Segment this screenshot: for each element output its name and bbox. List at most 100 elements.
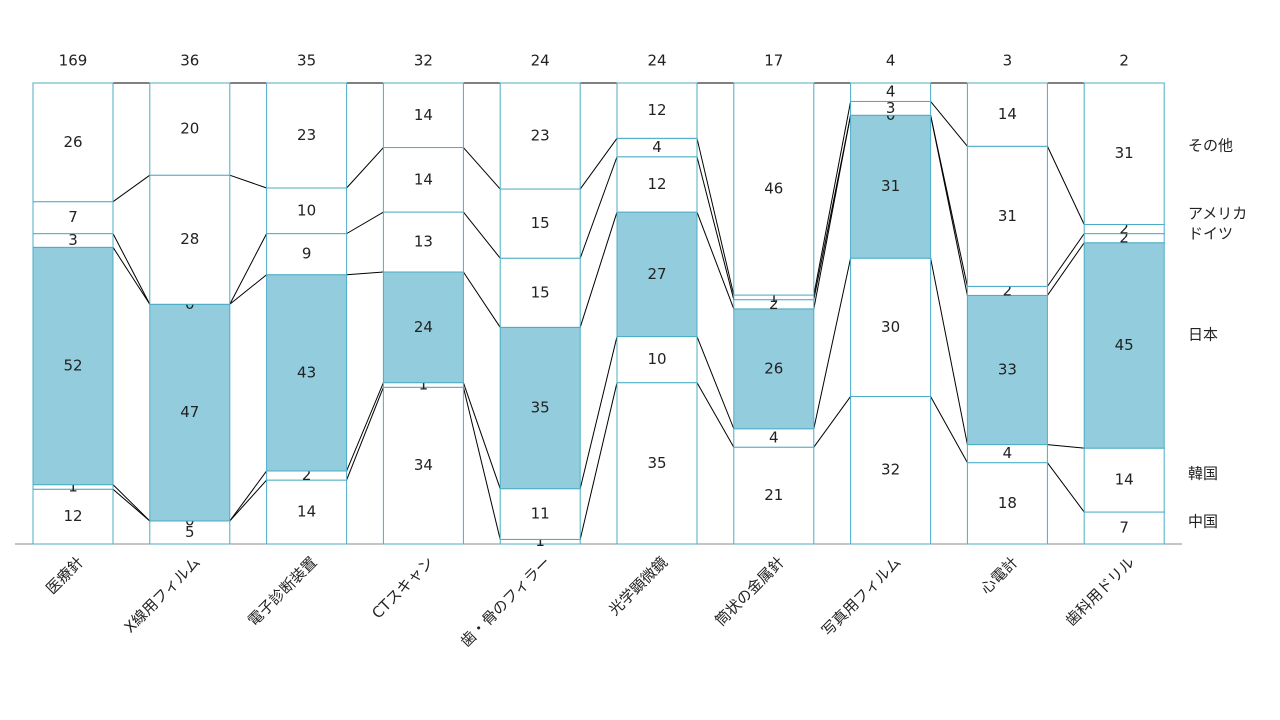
value-label: 7 xyxy=(1119,519,1129,537)
segment xyxy=(1083,447,1165,513)
value-label: 3 xyxy=(886,99,896,117)
connector xyxy=(930,115,968,287)
value-label: 46 xyxy=(764,180,783,198)
x-tick-label: 電子診断装置 xyxy=(244,553,320,629)
x-tick-label: 心電計 xyxy=(977,553,1022,598)
connector xyxy=(112,247,151,305)
value-label: 1 xyxy=(68,477,78,495)
value-label: 14 xyxy=(998,105,1017,123)
segment xyxy=(382,211,464,273)
value-label: 4 xyxy=(769,428,779,446)
value-label: 18 xyxy=(998,494,1017,512)
value-label: 2 xyxy=(1119,229,1129,247)
x-tick-label: 歯・骨のフィラー xyxy=(457,553,554,650)
legend-label: アメリカ xyxy=(1188,205,1247,223)
segment xyxy=(616,82,698,139)
x-tick-label: 写真用フィルム xyxy=(818,553,905,640)
connector xyxy=(463,147,501,190)
segment xyxy=(149,174,231,305)
value-label: 32 xyxy=(881,461,900,479)
value-label: 31 xyxy=(998,207,1017,225)
connector xyxy=(930,258,968,445)
value-label: 35 xyxy=(647,454,666,472)
total-label: 36 xyxy=(180,52,199,70)
total-label: 3 xyxy=(1003,52,1013,70)
value-label: 43 xyxy=(297,363,316,381)
total-label: 169 xyxy=(59,52,88,70)
legend-label: 韓国 xyxy=(1188,465,1218,483)
connector xyxy=(1046,233,1085,287)
segment xyxy=(850,257,932,397)
segment xyxy=(616,156,698,213)
value-label: 4 xyxy=(652,138,662,156)
value-label: 14 xyxy=(414,170,433,188)
legend-label: 中国 xyxy=(1188,513,1218,531)
value-label: 33 xyxy=(998,360,1017,378)
segment xyxy=(499,326,581,490)
connector xyxy=(463,211,501,259)
value-label: 7 xyxy=(68,208,78,226)
connector xyxy=(462,271,501,328)
segment xyxy=(1083,242,1165,449)
segment xyxy=(32,82,114,203)
value-label: 4 xyxy=(886,83,896,101)
x-tick-label: CTスキャン xyxy=(368,553,437,622)
segment xyxy=(382,386,464,545)
segment xyxy=(382,271,464,384)
connector xyxy=(229,174,267,189)
connector xyxy=(1047,444,1085,449)
value-label: 34 xyxy=(414,456,433,474)
value-label: 13 xyxy=(414,233,433,251)
connector xyxy=(346,387,384,481)
value-label: 1 xyxy=(535,532,545,550)
segment xyxy=(499,82,581,190)
connector xyxy=(696,156,735,300)
value-label: 2 xyxy=(1003,281,1013,299)
value-label: 12 xyxy=(647,101,666,119)
connector xyxy=(346,147,384,189)
value-label: 2 xyxy=(302,466,312,484)
value-label: 10 xyxy=(297,201,316,219)
value-label: 23 xyxy=(297,126,316,144)
segment xyxy=(850,395,932,545)
value-label: 26 xyxy=(764,359,783,377)
segment xyxy=(266,233,348,276)
x-tick-label: 医療針 xyxy=(42,553,87,598)
value-label: 27 xyxy=(647,265,666,283)
value-label: 15 xyxy=(531,214,550,232)
value-label: 14 xyxy=(414,106,433,124)
segment xyxy=(966,294,1048,446)
value-label: 12 xyxy=(63,507,82,525)
connector xyxy=(229,274,267,305)
segment xyxy=(733,82,815,296)
value-label: 12 xyxy=(647,175,666,193)
connector xyxy=(579,138,618,190)
connector xyxy=(579,211,618,328)
value-label: 23 xyxy=(531,127,550,145)
value-label: 10 xyxy=(647,350,666,368)
value-label: 4 xyxy=(1003,444,1013,462)
connector xyxy=(696,382,735,448)
segment xyxy=(266,479,348,545)
value-label: 30 xyxy=(881,318,900,336)
connector xyxy=(346,211,384,235)
x-tick-label: 光学顕微鏡 xyxy=(605,553,671,619)
value-label: 14 xyxy=(297,503,316,521)
connector xyxy=(112,488,151,522)
segment xyxy=(499,188,581,259)
segment xyxy=(382,147,464,213)
connector xyxy=(579,336,618,489)
connector xyxy=(462,387,501,540)
connector xyxy=(1046,146,1085,225)
connector xyxy=(229,470,268,522)
total-label: 32 xyxy=(414,52,433,70)
value-label: 14 xyxy=(1115,471,1134,489)
segment xyxy=(266,82,348,189)
value-label: 1 xyxy=(769,288,779,306)
connector xyxy=(346,382,384,472)
legend-label: 日本 xyxy=(1188,326,1218,344)
value-label: 35 xyxy=(531,399,550,417)
connector xyxy=(813,101,852,296)
total-label: 24 xyxy=(531,52,550,70)
value-label: 5 xyxy=(185,523,195,541)
